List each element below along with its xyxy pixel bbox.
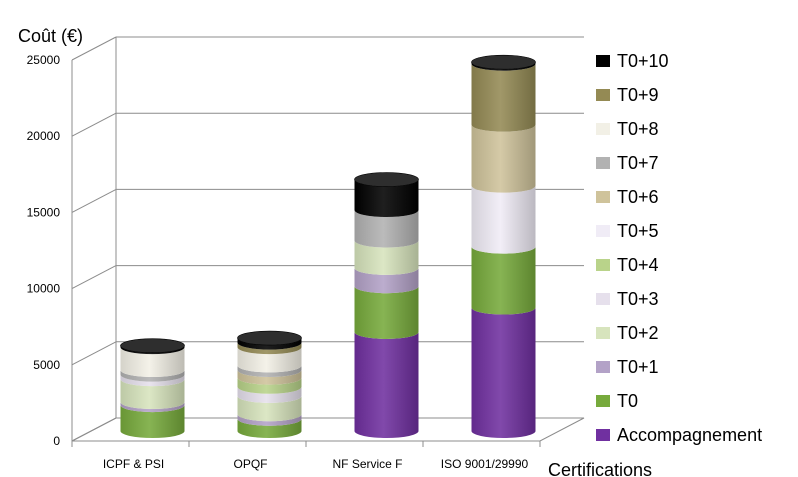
floor	[71, 417, 585, 442]
bar-segment-t0-5	[471, 185, 536, 254]
legend-swatch	[596, 89, 610, 101]
bar-segment-t0-8	[237, 347, 302, 373]
legend-label: T0+9	[617, 85, 659, 105]
bar-segment-t0	[471, 246, 536, 315]
legend-item: T0+7	[596, 153, 659, 173]
bar-segment-t0-10	[120, 345, 185, 355]
legend-label: Accompagnement	[617, 425, 762, 445]
bar-segment-t0	[354, 286, 419, 339]
legend-item: T0+5	[596, 221, 659, 241]
bar-segment-t0-2	[120, 379, 185, 410]
y-tick-label: 0	[53, 434, 60, 448]
legend-swatch	[596, 55, 610, 67]
legend-item: T0+6	[596, 187, 659, 207]
x-category-label: ISO 9001/29990	[441, 457, 529, 471]
legend-swatch	[596, 259, 610, 271]
y-tick-label: 25000	[27, 53, 61, 67]
legend-label: T0+5	[617, 221, 659, 241]
side-gridline	[71, 36, 117, 61]
bar-segment-t0-6	[471, 124, 536, 193]
legend-swatch	[596, 123, 610, 135]
bar-segment-t0	[237, 418, 302, 438]
legend-item: T0+10	[596, 51, 669, 71]
legend-item: T0+8	[596, 119, 659, 139]
bar-segment-t0-7	[237, 365, 302, 378]
bar-segment-t0-1	[120, 402, 185, 413]
legend-item: Accompagnement	[596, 425, 762, 445]
y-tick-label: 15000	[27, 205, 61, 219]
bar-segment-t0-6	[237, 370, 302, 385]
legend-item: T0+3	[596, 289, 659, 309]
legend-label: T0+2	[617, 323, 659, 343]
legend-label: T0+6	[617, 187, 659, 207]
y-tick-label: 20000	[27, 129, 61, 143]
legend-swatch	[596, 395, 610, 407]
side-gridline	[71, 265, 117, 290]
legend-item: T0	[596, 391, 638, 411]
x-axis-categories: ICPF & PSI OPQF NF Service F ISO 9001/29990	[103, 457, 529, 471]
bar-segment-accompagnement	[471, 307, 536, 438]
bar-segment-t0-1	[354, 267, 419, 294]
side-gridline	[71, 341, 117, 366]
legend-label: T0+10	[617, 51, 669, 71]
y-axis-label: Coût (€)	[18, 26, 83, 46]
side-gridline	[71, 112, 117, 137]
legend-label: T0+7	[617, 153, 659, 173]
bar-segment-t0-3	[120, 374, 185, 387]
bar-segment-t0-8	[120, 347, 185, 378]
legend-swatch	[596, 429, 610, 441]
legend-swatch	[596, 157, 610, 169]
bar-segment-t0	[120, 405, 185, 438]
legend-label: T0+8	[617, 119, 659, 139]
legend-swatch	[596, 327, 610, 339]
x-category-label: OPQF	[233, 457, 267, 471]
bar-top-cap	[120, 338, 185, 353]
bar-top-cap	[471, 54, 536, 70]
bar-top-cap	[354, 172, 419, 187]
legend-item: T0+1	[596, 357, 659, 377]
x-category-label: NF Service F	[332, 457, 402, 471]
bar-segment-t0-7	[120, 370, 185, 382]
bar-segment-t0-9	[237, 342, 302, 355]
legend-item: T0+9	[596, 85, 659, 105]
legend: T0+10 T0+9 T0+8 T0+7 T0+6 T0+5 T0+4 T0+3 T0+2 T0+…	[596, 51, 762, 445]
bar-segment-t0-10	[471, 62, 536, 71]
bar-segment-t0-10	[354, 179, 419, 218]
y-axis-ticks: 0 5000 10000 15000 20000 25000	[27, 53, 61, 448]
bar-segment-t0-2	[354, 240, 419, 275]
legend-label: T0	[617, 391, 638, 411]
bar-segment-t0-3	[237, 386, 302, 403]
legend-label: T0+4	[617, 255, 659, 275]
bar-segment-t0-9	[471, 63, 536, 132]
legend-label: T0+3	[617, 289, 659, 309]
legend-swatch	[596, 225, 610, 237]
bar-segment-t0-7	[354, 210, 419, 248]
side-gridline	[71, 188, 117, 213]
bar-top-cap	[237, 330, 302, 346]
y-tick-label: 10000	[27, 282, 61, 296]
y-tick-label: 5000	[33, 358, 60, 372]
legend-item: T0+2	[596, 323, 659, 343]
bar-segment-t0-10	[237, 338, 302, 350]
plot-area	[71, 36, 585, 447]
x-category-label: ICPF & PSI	[103, 457, 164, 471]
legend-label: T0+1	[617, 357, 659, 377]
legend-swatch	[596, 293, 610, 305]
legend-item: T0+4	[596, 255, 659, 275]
bars	[120, 54, 536, 438]
bar-segment-t0-1	[237, 414, 302, 426]
bar-segment-t0-2	[237, 395, 302, 422]
legend-swatch	[596, 361, 610, 373]
legend-swatch	[596, 191, 610, 203]
bar-segment-accompagnement	[354, 331, 419, 438]
bar-segment-t0-4	[237, 377, 302, 394]
x-axis-label: Certifications	[548, 460, 652, 477]
